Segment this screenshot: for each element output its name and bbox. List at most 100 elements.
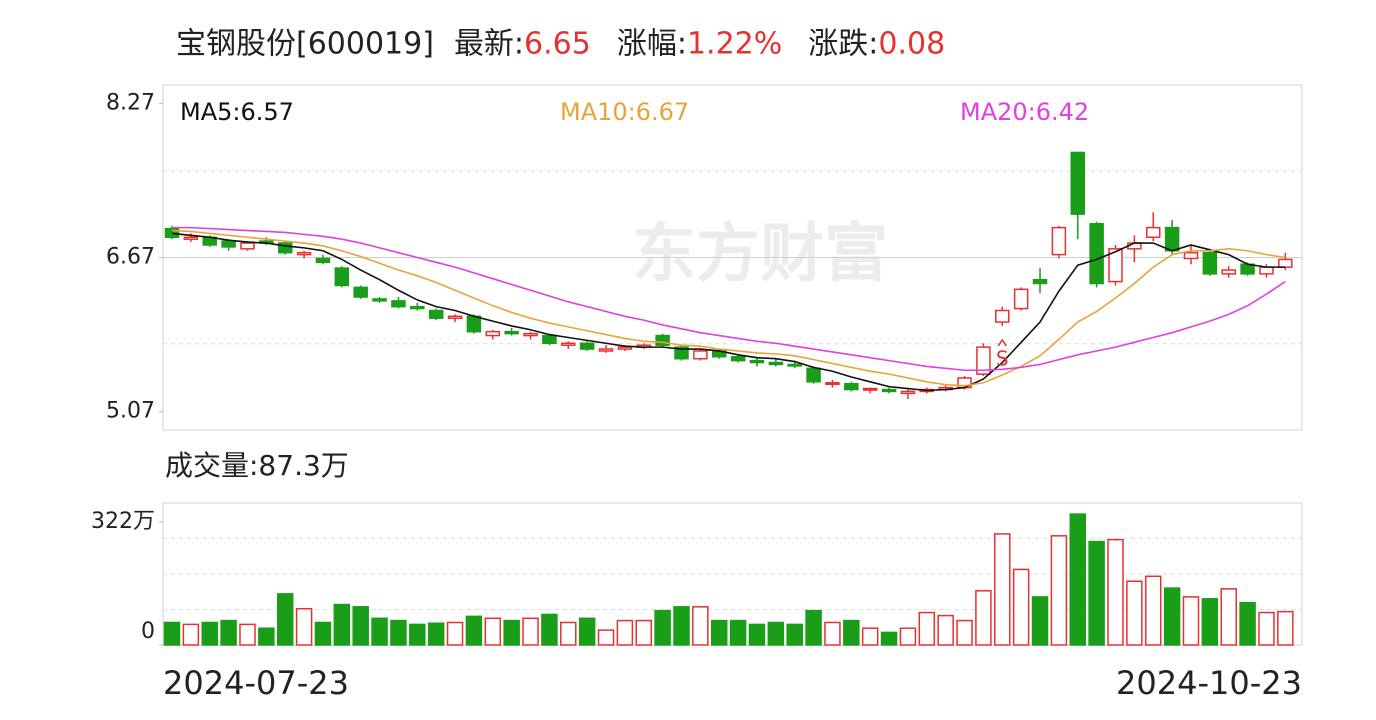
volume-bar [182, 623, 200, 646]
candle-body [1145, 226, 1161, 239]
volume-bar [975, 590, 992, 646]
candle-body [240, 242, 255, 250]
volume-bar [201, 621, 218, 646]
stat-value: 6.65 [524, 27, 591, 62]
candle-body [277, 242, 293, 254]
candle-body [1183, 251, 1199, 260]
volume-bar [937, 614, 954, 646]
watermark: 东方财富 [632, 218, 888, 292]
y-tick-label: 0 [141, 619, 155, 644]
volume-bar [560, 621, 577, 646]
candle-body [183, 236, 199, 240]
volume-bar [446, 621, 464, 646]
candle-body [523, 332, 538, 337]
stat-value: 0.08 [878, 27, 945, 62]
volume-bar [352, 606, 369, 646]
volume-bar [1182, 596, 1200, 646]
candle-body [806, 367, 821, 383]
candle-body [900, 390, 916, 395]
volume-title: 成交量:87.3万 [165, 449, 349, 482]
volume-bar [748, 623, 766, 646]
candle-body [296, 251, 312, 256]
y-tick-label: 322万 [91, 509, 155, 534]
volume-bar [1069, 513, 1087, 646]
volume-bar [861, 627, 879, 646]
volume-bar [295, 607, 313, 646]
volume-bar [258, 627, 275, 646]
candle-body [353, 286, 368, 298]
candle-body [693, 350, 708, 360]
annotation: S [996, 346, 1009, 370]
candle-body [221, 240, 236, 248]
ma-line [171, 229, 1286, 387]
volume-bar [333, 603, 351, 646]
candle-body [579, 342, 595, 350]
volume-bar [616, 619, 634, 646]
volume-bar [956, 619, 973, 646]
candle-body [428, 309, 444, 319]
ma-line [171, 232, 1286, 392]
volume-bar [597, 629, 615, 646]
volume-bar [541, 613, 558, 646]
header: 宝钢股份[600019] [176, 27, 434, 62]
x-tick-label: 2024-07-23 [163, 664, 349, 702]
volume-bar [578, 617, 596, 646]
volume-bar [1163, 587, 1181, 646]
volume-bar [729, 619, 747, 646]
volume-bar [654, 609, 671, 646]
candle-body [825, 382, 840, 386]
volume-bar [503, 619, 520, 646]
candle-body [561, 342, 576, 346]
candle-body [674, 346, 689, 360]
volume-bar [1144, 575, 1162, 646]
candle-body [1202, 251, 1218, 275]
volume-bar [692, 606, 709, 646]
y-tick-label: 8.27 [106, 90, 155, 115]
stat-label: 最新: [454, 27, 524, 62]
volume-bar [786, 623, 803, 646]
volume-bar [1126, 580, 1143, 646]
candle-body [976, 346, 991, 375]
candle-body [485, 330, 501, 337]
volume-bar [918, 611, 936, 646]
candle-body [504, 330, 519, 335]
volume-bar [1050, 535, 1068, 646]
volume-bar [1258, 611, 1275, 646]
legend-entry: MA5:6.57 [180, 98, 294, 126]
ma-line [172, 226, 1286, 372]
annotation-arrow [997, 338, 1007, 347]
candle-body [372, 298, 387, 302]
candle-body [1051, 226, 1067, 256]
stat-label: 涨幅: [617, 27, 687, 62]
candle-body [466, 315, 482, 333]
volume-bar [1220, 588, 1237, 646]
volume-bar [1201, 598, 1219, 646]
stat-label: 涨跌: [808, 27, 878, 62]
candle-body [1221, 269, 1236, 275]
header-title: 宝钢股份[600019] [176, 27, 434, 62]
volume-bar [522, 617, 539, 646]
legend-entry: MA20:6.42 [960, 98, 1089, 126]
candle-body [391, 300, 406, 308]
candle-body [1164, 226, 1180, 252]
volume-bar [767, 621, 785, 646]
volume-bar [163, 621, 181, 646]
volume-bar [805, 609, 822, 646]
volume-bar [1012, 568, 1030, 646]
candle-body [1278, 258, 1293, 268]
candle-body [315, 257, 331, 264]
y-tick-label: 6.67 [106, 245, 155, 270]
volume-bar [1277, 610, 1294, 646]
candle-body [995, 309, 1010, 323]
candle-body [410, 305, 425, 310]
volume-bar [899, 627, 917, 646]
volume-bar [276, 593, 294, 646]
volume-bar [314, 621, 332, 646]
volume-bar [824, 621, 841, 646]
volume-bar [1088, 540, 1105, 646]
candle-body [542, 334, 557, 345]
candle-body [844, 382, 859, 391]
volume-bar [465, 615, 483, 646]
volume-bar [409, 623, 426, 646]
